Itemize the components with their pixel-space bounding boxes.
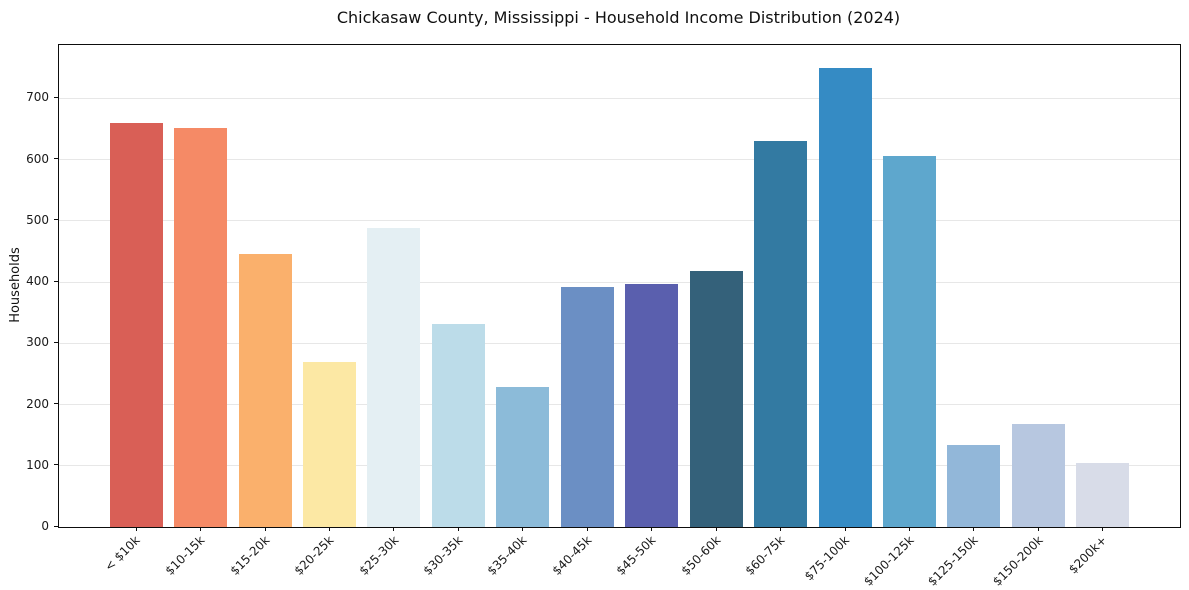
x-tick-label: $75-100k (801, 533, 852, 584)
bar (560, 286, 614, 527)
bar (1011, 423, 1065, 527)
x-tick-label: $10-15k (162, 533, 208, 578)
x-tick-mark (844, 527, 846, 531)
bar (754, 140, 808, 527)
y-tick-label: 400 (26, 274, 49, 289)
bar (1076, 462, 1130, 527)
y-tick-label: 200 (26, 396, 49, 411)
x-tick-label: $100-125k (860, 533, 917, 589)
y-tick-mark (54, 158, 58, 160)
y-tick-mark (54, 525, 58, 527)
gridline (59, 220, 1180, 222)
bar (947, 444, 1001, 527)
x-tick-label: $15-20k (227, 533, 272, 578)
x-tick-mark (586, 527, 588, 531)
y-tick-label: 600 (26, 151, 49, 166)
x-tick-mark (200, 527, 202, 531)
bar (367, 227, 421, 527)
bar (431, 324, 485, 527)
x-tick-mark (780, 527, 782, 531)
x-tick-label: $30-35k (420, 533, 466, 578)
x-tick-mark (522, 527, 524, 531)
bar (625, 284, 679, 527)
x-tick-label: $25-30k (356, 533, 401, 578)
y-tick-mark (54, 219, 58, 221)
gridline (59, 465, 1180, 467)
x-tick-mark (457, 527, 459, 531)
x-tick-mark (715, 527, 717, 531)
x-tick-mark (329, 527, 331, 531)
x-tick-mark (393, 527, 395, 531)
y-axis: 0 100 200 300 400 500 600 700 (0, 44, 58, 533)
x-tick-label: $45-50k (613, 533, 659, 578)
x-axis-labels: < $10k $10-15k $15-20k $20-25k $25-30k $30-35… (58, 533, 1179, 589)
bar (689, 271, 743, 527)
gridline (59, 404, 1180, 406)
y-tick-mark (54, 96, 58, 98)
gridline (59, 281, 1180, 283)
x-tick-label: $50-60k (678, 533, 724, 578)
gridline (59, 159, 1180, 161)
x-tick-mark (651, 527, 653, 531)
bar (496, 387, 550, 527)
y-tick-mark (54, 341, 58, 343)
bar (303, 361, 357, 527)
gridline (59, 97, 1180, 99)
y-tick-label: 100 (26, 457, 49, 472)
y-tick-mark (54, 280, 58, 282)
bar (238, 254, 292, 527)
bar (174, 127, 228, 527)
x-tick-mark (135, 527, 137, 531)
bar (109, 122, 163, 527)
bar (818, 68, 872, 527)
x-tick-mark (264, 527, 266, 531)
chart-title: Chickasaw County, Mississippi - Househol… (336, 8, 901, 27)
y-tick-mark (54, 403, 58, 404)
y-tick-mark (54, 464, 58, 466)
y-tick-label: 300 (26, 335, 49, 350)
x-tick-label: $60-75k (742, 533, 788, 578)
x-tick-mark (1037, 527, 1039, 531)
bar (882, 156, 936, 527)
y-tick-label: 500 (26, 212, 49, 227)
y-tick-label: 700 (26, 90, 49, 105)
x-tick-mark (1102, 527, 1104, 531)
x-tick-label: $150-200k (989, 533, 1046, 589)
plot-area (58, 44, 1181, 531)
x-tick-label: $35-40k (484, 533, 530, 578)
x-tick-mark (973, 527, 975, 531)
gridline (59, 342, 1180, 344)
y-tick-label: 0 (41, 519, 49, 533)
x-tick-label: $40-45k (549, 533, 595, 578)
x-tick-label: < $10k (102, 533, 144, 574)
x-tick-label: $125-150k (925, 533, 981, 589)
x-tick-label: $20-25k (291, 533, 337, 578)
x-tick-mark (908, 527, 910, 531)
x-tick-label: $200k+ (1066, 533, 1110, 577)
